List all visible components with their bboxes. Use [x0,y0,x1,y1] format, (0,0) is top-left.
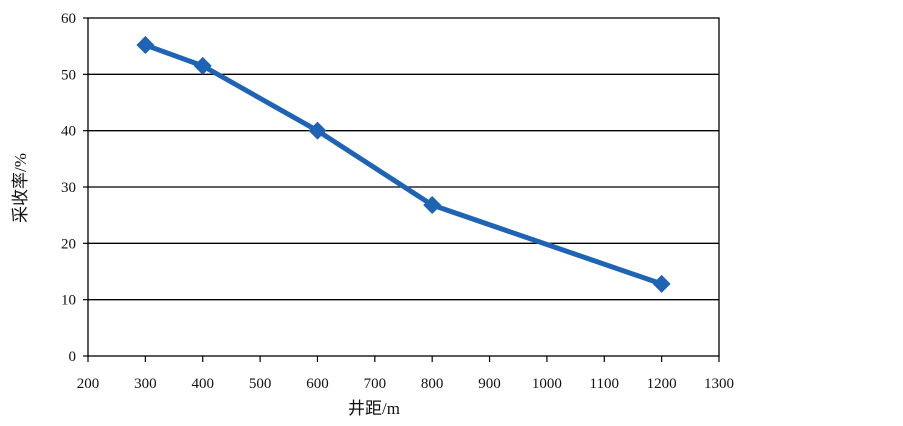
x-tick-label: 900 [478,376,501,392]
x-tick-label: 700 [364,376,387,392]
y-tick-label: 50 [61,67,76,83]
x-tick-label: 800 [421,376,444,392]
x-tick-label: 200 [77,376,100,392]
y-tick-label: 0 [69,349,77,365]
data-point-marker [193,56,212,75]
series-layer [136,36,671,293]
x-tick-label: 400 [191,376,214,392]
data-point-marker [652,274,671,293]
x-tick-label: 500 [249,376,272,392]
x-axis-label: 井距/m [348,399,400,418]
x-tick-label: 1300 [704,376,734,392]
y-tick-label: 30 [61,180,76,196]
data-point-marker [308,121,327,140]
y-tick-label: 10 [61,293,76,309]
x-tick-label: 300 [134,376,157,392]
data-point-marker [423,196,442,215]
x-tick-label: 1100 [590,376,619,392]
y-tick-label: 20 [61,236,76,252]
y-tick-label: 40 [61,124,76,140]
gridlines [88,73,719,301]
x-tick-label: 1200 [647,376,677,392]
x-tick-label: 1000 [532,376,562,392]
y-tick-label: 60 [61,11,76,27]
y-axis-label: 采收率/% [11,153,30,223]
data-point-marker [136,36,155,55]
axes: 0 10 20 30 40 50 60 200 300 400 500 600 700 800 900 100… [61,11,734,392]
x-tick-label: 600 [306,376,329,392]
